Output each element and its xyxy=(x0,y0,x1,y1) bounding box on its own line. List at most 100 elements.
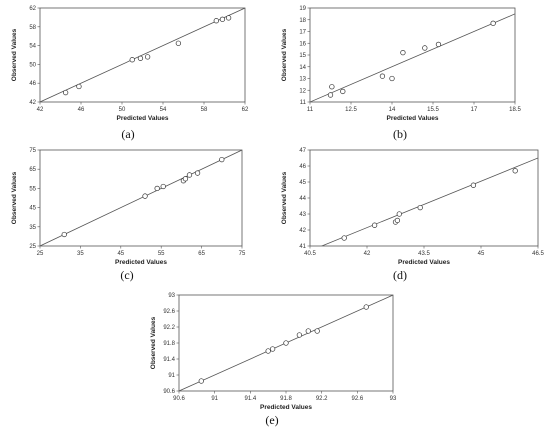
x-tick-label: 45 xyxy=(478,251,485,257)
fit-line xyxy=(40,8,245,102)
x-axis-title: Predicted Values xyxy=(260,404,312,411)
x-tick-label: 25 xyxy=(37,251,44,257)
data-point xyxy=(314,328,320,334)
y-tick-label: 65 xyxy=(29,167,36,173)
panel-label: (a) xyxy=(121,127,134,141)
y-tick-label: 18 xyxy=(299,18,306,24)
fit-line xyxy=(320,157,538,246)
data-point xyxy=(198,378,204,384)
y-tick-label: 50 xyxy=(29,62,36,68)
x-tick-label: 46 xyxy=(78,107,85,113)
y-tick-label: 44 xyxy=(299,196,306,202)
data-point xyxy=(512,168,518,174)
y-tick-label: 91.8 xyxy=(163,341,175,347)
x-axis-title: Predicted Values xyxy=(115,259,167,266)
y-axis-title: Observed Values xyxy=(11,171,18,224)
data-point xyxy=(142,193,148,199)
y-tick-label: 41 xyxy=(299,244,306,250)
data-point xyxy=(435,41,442,48)
x-tick-label: 91.4 xyxy=(244,396,256,402)
data-point xyxy=(394,217,401,224)
y-tick-label: 12 xyxy=(299,88,306,94)
x-tick-label: 15.5 xyxy=(427,107,439,113)
y-tick-label: 14 xyxy=(299,65,306,71)
x-tick-label: 62 xyxy=(242,107,249,113)
data-point xyxy=(417,204,423,211)
x-tick-label: 91.8 xyxy=(280,396,292,402)
x-tick-label: 11 xyxy=(307,107,314,113)
data-point xyxy=(76,83,82,90)
y-axis-title: Observed Values xyxy=(150,316,157,369)
x-tick-label: 50 xyxy=(119,107,126,113)
fit-line xyxy=(40,150,242,246)
y-axis-title: Observed Values xyxy=(11,28,18,81)
data-point xyxy=(371,222,378,228)
x-tick-label: 14 xyxy=(389,107,396,113)
data-point xyxy=(329,84,335,90)
data-point xyxy=(470,182,477,188)
y-tick-label: 62 xyxy=(29,6,36,12)
panel-label: (d) xyxy=(393,268,407,282)
y-tick-label: 11 xyxy=(300,100,307,106)
chart-panel-5: 90.6 91 91.4 91.8 92.2 92.6 93 90.6 91 91.4 91.8 92… xyxy=(150,293,397,427)
x-tick-label: 55 xyxy=(158,251,165,257)
chart-panel-4: 40.5 42 43.5 45 46.5 41 42 43 44 45 46 47 Predicted … xyxy=(281,148,544,282)
y-tick-label: 91.4 xyxy=(163,357,175,363)
x-tick-label: 42 xyxy=(364,251,371,257)
data-point xyxy=(219,16,226,22)
x-tick-label: 65 xyxy=(198,251,205,257)
y-tick-label: 19 xyxy=(299,6,306,12)
y-tick-label: 35 xyxy=(29,225,36,231)
y-tick-label: 92.2 xyxy=(163,325,175,331)
x-axis-title: Predicted Values xyxy=(398,259,450,266)
x-tick-label: 92.6 xyxy=(351,396,363,402)
data-point xyxy=(396,211,402,217)
x-tick-label: 18.5 xyxy=(509,107,521,113)
x-tick-label: 45 xyxy=(117,251,124,257)
data-point xyxy=(269,346,276,352)
data-point xyxy=(213,18,219,24)
x-tick-label: 12.5 xyxy=(345,107,357,113)
data-point xyxy=(490,20,496,26)
x-tick-label: 92.2 xyxy=(316,396,328,402)
data-point xyxy=(194,170,201,176)
y-axis-title: Observed Values xyxy=(281,28,288,81)
chart-panel-2: 11 12.5 14 15.5 17 18.5 11 12 13 14 15 16 17 18 19 Pred… xyxy=(281,6,521,141)
data-point xyxy=(340,88,346,95)
panel-label: (c) xyxy=(120,268,133,282)
y-tick-label: 16 xyxy=(299,41,306,47)
data-point xyxy=(363,304,369,310)
x-axis-title: Predicted Values xyxy=(116,115,168,122)
panel-label: (b) xyxy=(393,127,407,141)
y-tick-label: 45 xyxy=(29,206,36,212)
x-tick-label: 75 xyxy=(239,251,246,257)
data-point xyxy=(160,183,166,190)
x-tick-label: 42 xyxy=(37,107,44,113)
data-point xyxy=(283,340,289,346)
data-point xyxy=(186,172,193,178)
data-point xyxy=(389,75,395,82)
y-tick-label: 75 xyxy=(29,148,36,154)
x-tick-label: 40.5 xyxy=(304,251,316,257)
y-tick-label: 54 xyxy=(29,44,36,50)
y-tick-label: 93 xyxy=(168,293,175,299)
data-point xyxy=(265,348,271,354)
x-tick-label: 54 xyxy=(160,107,167,113)
y-tick-label: 42 xyxy=(299,228,306,234)
y-tick-label: 43 xyxy=(299,212,306,218)
chart-panel-1: 42 46 50 54 58 62 42 46 50 54 58 62 Predicted Values… xyxy=(11,6,249,141)
data-point xyxy=(379,73,386,79)
data-point xyxy=(422,45,428,51)
y-tick-label: 55 xyxy=(29,186,36,192)
x-tick-label: 58 xyxy=(201,107,208,113)
data-point xyxy=(61,231,67,238)
data-point xyxy=(327,92,334,98)
plot-frame xyxy=(309,149,539,247)
y-tick-label: 15 xyxy=(299,53,306,59)
x-tick-label: 91 xyxy=(211,396,218,402)
data-point xyxy=(296,332,303,338)
y-tick-label: 47 xyxy=(299,148,306,154)
data-point xyxy=(341,235,347,241)
y-tick-label: 91 xyxy=(168,373,175,379)
